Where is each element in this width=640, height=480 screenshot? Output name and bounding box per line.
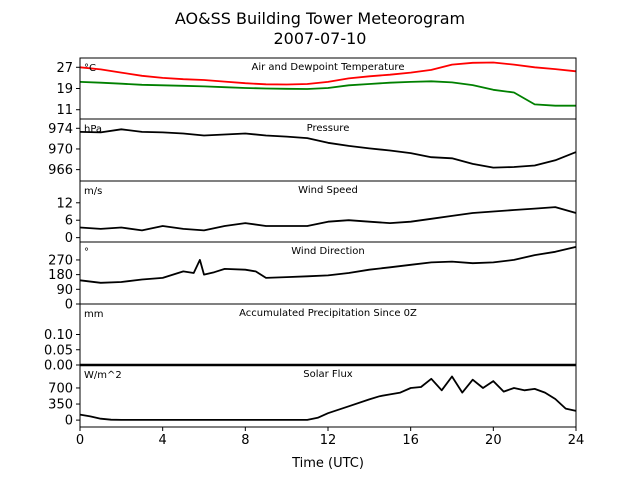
panel-title: Wind Speed — [298, 185, 358, 196]
y-tick-label: 350 — [48, 398, 73, 413]
y-tick-label: 180 — [48, 268, 73, 283]
x-tick-label: 16 — [402, 433, 419, 448]
y-tick-label: 0 — [65, 414, 73, 429]
chart-title-line1: AO&SS Building Tower Meteorogram — [175, 9, 465, 28]
panel-title: Solar Flux — [303, 369, 353, 380]
y-tick-label: 966 — [48, 163, 73, 178]
panel-unit: hPa — [84, 124, 102, 135]
series-line — [79, 80, 576, 107]
chart-title-line2: 2007-07-10 — [274, 29, 367, 48]
y-tick-label: 974 — [48, 122, 73, 137]
panel-5: 0.000.050.10 mm Accumulated Precipitation … — [44, 303, 577, 374]
x-tick-label: 12 — [320, 433, 337, 448]
y-tick-label: 90 — [56, 283, 73, 298]
panel-3: 0 6 12 m/s Wind Speed — [56, 180, 577, 246]
panel-title: Pressure — [307, 123, 350, 134]
x-tick-label: 0 — [76, 433, 84, 448]
y-tick-label: 6 — [65, 214, 73, 229]
panel-title: Wind Direction — [291, 246, 365, 257]
y-tick-label: 19 — [56, 82, 73, 97]
panel-unit: m/s — [84, 186, 102, 197]
y-tick-label: 0.10 — [44, 328, 73, 343]
y-tick-label: 0.05 — [44, 343, 73, 358]
x-tick-label: 8 — [241, 433, 249, 448]
y-tick-label: 0.00 — [44, 359, 73, 374]
y-tick-label: 11 — [56, 103, 73, 118]
y-tick-label: 270 — [48, 253, 73, 268]
x-tick-label: 4 — [159, 433, 167, 448]
panel-title: Accumulated Precipitation Since 0Z — [239, 308, 417, 319]
series-line — [79, 206, 577, 232]
y-tick-label: 0 — [65, 231, 73, 246]
panel-unit: W/m^2 — [84, 370, 122, 381]
series-line — [79, 246, 577, 284]
x-tick-label: 24 — [568, 433, 585, 448]
series-line — [79, 375, 577, 421]
x-axis: 0 4 8 12 16 20 24 — [76, 427, 584, 448]
y-tick-label: 700 — [48, 381, 73, 396]
y-tick-label: 27 — [56, 61, 73, 76]
y-tick-label: 970 — [48, 142, 73, 157]
x-tick-label: 20 — [485, 433, 502, 448]
panel-2: 966 970 974 hPa Pressure — [48, 118, 577, 182]
y-tick-label: 0 — [65, 298, 73, 313]
x-axis-label: Time (UTC) — [291, 456, 364, 471]
panel-unit: mm — [84, 309, 103, 320]
panel-unit: °C — [84, 63, 96, 74]
series-line — [79, 61, 577, 86]
series-line — [79, 128, 577, 169]
panel-1: 11 19 27 °C Air and Dewpoint Temperature — [56, 57, 577, 120]
panel-title: Air and Dewpoint Temperature — [252, 62, 405, 73]
panel-unit: ° — [84, 247, 89, 258]
y-tick-label: 12 — [56, 196, 73, 211]
